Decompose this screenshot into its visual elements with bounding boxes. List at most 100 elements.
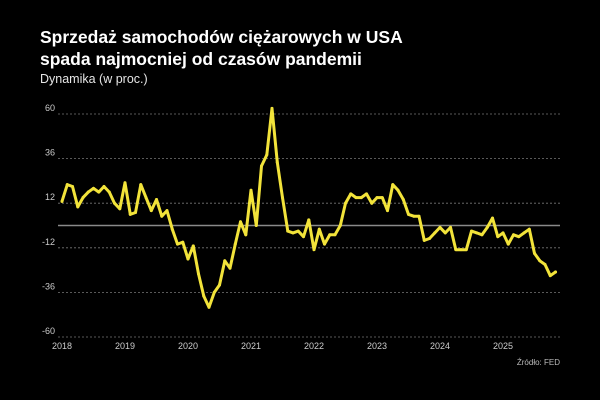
data-point — [543, 263, 547, 267]
data-point — [302, 235, 305, 239]
data-point — [286, 229, 290, 233]
data-point — [354, 196, 358, 200]
data-point — [244, 233, 248, 237]
data-point — [359, 196, 363, 200]
data-point — [71, 184, 74, 188]
data-point — [265, 153, 269, 157]
data-point — [522, 231, 526, 235]
y-tick-label: -60 — [42, 326, 55, 336]
data-point — [239, 220, 242, 224]
source-note: Źródło: FED — [516, 358, 560, 367]
x-tick-label: 2020 — [178, 341, 198, 351]
data-point — [433, 231, 437, 235]
data-point — [344, 201, 347, 205]
data-point — [228, 266, 232, 270]
data-point — [407, 212, 410, 216]
x-tick-label: 2024 — [430, 341, 450, 351]
data-point — [491, 216, 494, 220]
data-point — [527, 227, 531, 231]
data-point — [548, 274, 552, 278]
data-point — [81, 196, 85, 200]
data-point — [281, 196, 284, 200]
data-point — [454, 248, 458, 252]
data-point — [438, 225, 442, 229]
data-point — [60, 199, 64, 203]
data-point — [412, 214, 416, 218]
data-point — [470, 229, 473, 233]
data-point — [170, 227, 174, 231]
data-point — [475, 231, 479, 235]
data-point — [254, 224, 258, 227]
data-point — [291, 231, 295, 235]
data-point — [443, 231, 447, 235]
data-point — [312, 248, 316, 252]
data-point — [380, 196, 384, 200]
data-point — [113, 201, 116, 205]
data-point — [338, 224, 342, 227]
data-point — [155, 197, 158, 201]
data-point — [233, 242, 237, 246]
data-point — [538, 259, 542, 263]
data-point — [501, 231, 505, 235]
x-tick-label: 2022 — [304, 341, 324, 351]
chart-title-line-2: spada najmocniej od czasów pandemii — [40, 49, 362, 69]
data-point — [396, 188, 400, 192]
data-point — [333, 233, 337, 237]
data-point — [349, 192, 353, 196]
data-point — [149, 209, 153, 213]
data-point — [191, 244, 195, 248]
series-line — [60, 106, 557, 309]
data-point — [260, 164, 263, 168]
data-point — [270, 106, 274, 110]
y-tick-label: 36 — [45, 148, 55, 158]
data-point — [207, 305, 211, 309]
data-point — [107, 190, 111, 194]
data-point — [218, 283, 221, 287]
data-point — [391, 183, 395, 187]
data-point — [102, 184, 106, 188]
data-point — [275, 160, 279, 164]
x-tick-label: 2018 — [52, 341, 72, 351]
data-point — [317, 227, 321, 231]
chart-title-line-1: Sprzedaż samochodów ciężarowych w USA — [40, 27, 403, 47]
data-point — [428, 237, 431, 241]
data-point — [197, 272, 200, 276]
data-point — [485, 225, 489, 229]
data-point — [307, 218, 311, 222]
data-point — [86, 190, 90, 194]
data-point — [375, 196, 379, 200]
data-point — [365, 192, 368, 196]
data-point — [517, 235, 521, 239]
data-point — [165, 209, 169, 213]
y-tick-label: -36 — [42, 281, 55, 291]
data-point — [296, 229, 300, 233]
data-point — [328, 233, 332, 237]
x-tick-label: 2023 — [367, 341, 387, 351]
data-point — [134, 210, 137, 214]
data-point — [76, 205, 80, 209]
y-tick-label: 12 — [45, 192, 55, 202]
chart-subtitle: Dynamika (w proc.) — [40, 72, 148, 86]
data-point — [449, 225, 452, 229]
data-point — [370, 201, 374, 205]
data-point — [386, 209, 389, 213]
data-point — [128, 212, 132, 216]
data-point — [464, 248, 468, 252]
data-point — [533, 251, 536, 255]
data-point — [92, 186, 95, 190]
data-point — [160, 214, 164, 218]
data-point — [212, 290, 216, 294]
data-point — [480, 233, 484, 237]
data-point — [123, 181, 127, 185]
x-tick-label: 2025 — [493, 341, 513, 351]
data-point — [118, 207, 122, 211]
data-point — [459, 248, 463, 252]
data-point — [249, 188, 253, 192]
data-point — [202, 294, 206, 298]
chart-title: Sprzedaż samochodów ciężarowych w USA sp… — [40, 26, 580, 70]
data-point — [512, 233, 515, 237]
x-tick-label: 2019 — [115, 341, 135, 351]
y-tick-label: -12 — [42, 237, 55, 247]
data-point — [181, 240, 185, 244]
